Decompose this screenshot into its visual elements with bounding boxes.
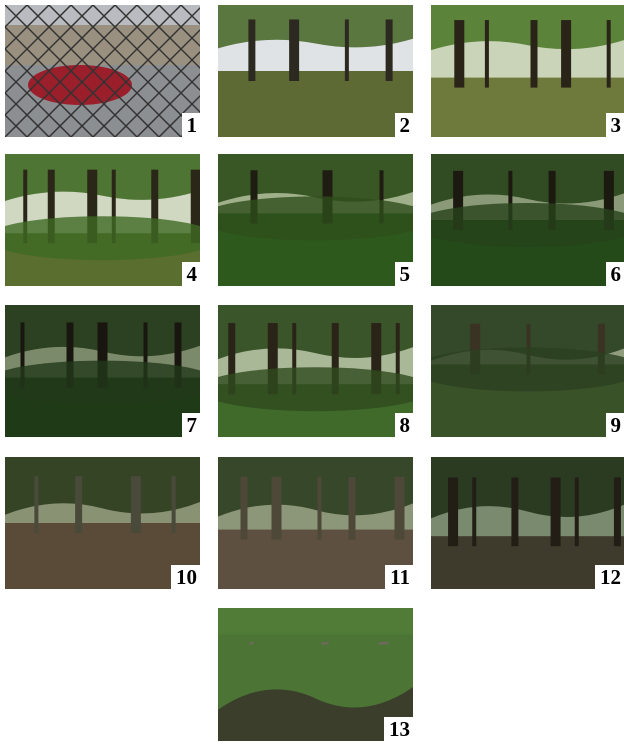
photo: [218, 154, 413, 286]
panel-number: 8: [394, 413, 413, 437]
photo-panel: 11: [218, 457, 413, 589]
photo: [218, 5, 413, 137]
panel-number: 4: [181, 262, 200, 286]
photo: [5, 5, 200, 137]
panel-number: 11: [385, 565, 413, 589]
panel-number: 13: [384, 717, 413, 741]
photo: [431, 457, 624, 589]
panel-number: 10: [171, 565, 200, 589]
photo-panel: 6: [431, 154, 624, 286]
photo-panel: 5: [218, 154, 413, 286]
photo: [218, 608, 413, 741]
photo-panel: 7: [5, 305, 200, 437]
photo-panel: 10: [5, 457, 200, 589]
panel-number: 9: [605, 413, 624, 437]
panel-number: 6: [605, 262, 624, 286]
photo: [431, 305, 624, 437]
panel-number: 7: [181, 413, 200, 437]
photo: [431, 5, 624, 137]
photo: [218, 305, 413, 437]
photo: [218, 457, 413, 589]
photo-panel: 9: [431, 305, 624, 437]
photo-panel: 4: [5, 154, 200, 286]
panel-number: 12: [595, 565, 624, 589]
panel-number: 3: [605, 113, 624, 137]
panel-number: 5: [394, 262, 413, 286]
photo-panel: 8: [218, 305, 413, 437]
photo-panel: 1: [5, 5, 200, 137]
photo: [5, 457, 200, 589]
photo: [5, 154, 200, 286]
photo: [431, 154, 624, 286]
photo: [5, 305, 200, 437]
photo-panel: 3: [431, 5, 624, 137]
photo-panel: 2: [218, 5, 413, 137]
photo-panel: 12: [431, 457, 624, 589]
panel-number: 1: [181, 113, 200, 137]
panel-number: 2: [394, 113, 413, 137]
photo-panel: 13: [218, 608, 413, 741]
